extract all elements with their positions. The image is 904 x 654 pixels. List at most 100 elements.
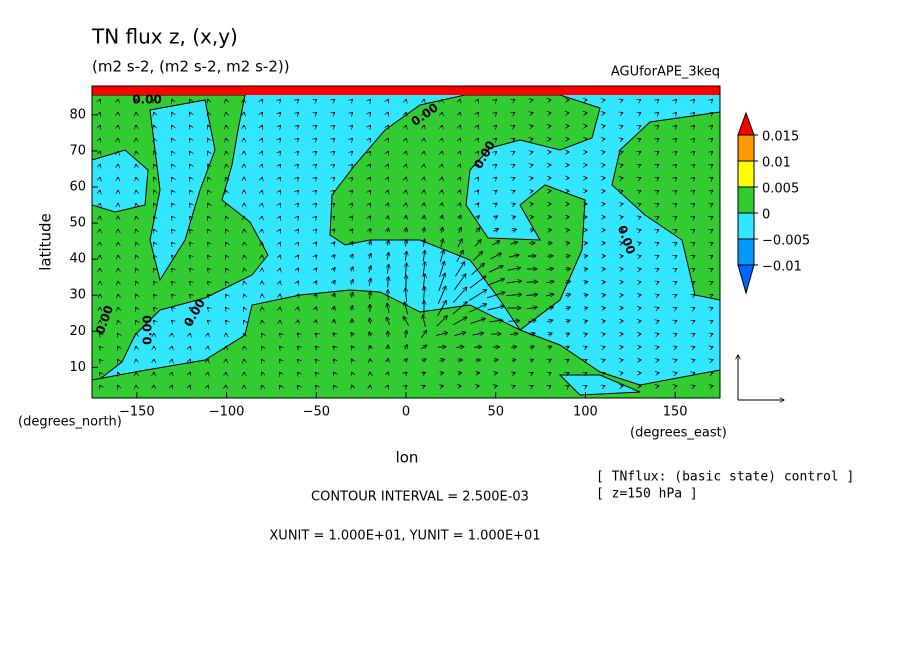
vector	[526, 282, 537, 283]
vector	[547, 320, 553, 322]
vector	[405, 330, 406, 338]
vector	[711, 151, 712, 152]
vector	[487, 306, 505, 311]
vector	[507, 268, 521, 270]
vector	[262, 164, 263, 166]
vector	[639, 204, 641, 205]
vector	[621, 152, 623, 153]
vector	[711, 112, 712, 113]
vector	[333, 346, 335, 348]
vector	[531, 385, 533, 386]
vector	[693, 138, 694, 139]
vector	[333, 306, 334, 309]
vector	[441, 386, 443, 387]
vector	[154, 203, 155, 204]
vector	[388, 99, 389, 100]
vector	[369, 112, 370, 113]
vector	[546, 268, 554, 269]
vector	[639, 100, 641, 101]
vector	[351, 279, 353, 285]
y-tick-label: 30	[69, 288, 86, 303]
vector	[585, 373, 587, 374]
vector	[693, 99, 694, 100]
vector	[423, 250, 425, 262]
vector	[657, 295, 659, 296]
dataset-label: AGUforAPE_3keq	[611, 65, 720, 80]
vector	[136, 242, 137, 244]
y-tick-label: 50	[69, 216, 86, 231]
vector	[208, 164, 209, 165]
vector	[387, 228, 388, 232]
vector	[334, 385, 335, 386]
vector	[693, 203, 694, 204]
colorbar-box	[737, 212, 755, 240]
vector	[189, 307, 190, 308]
vector	[208, 385, 209, 387]
vector	[508, 321, 519, 322]
vector	[549, 359, 551, 360]
vector	[567, 346, 569, 347]
vector	[453, 274, 466, 291]
vector	[172, 190, 173, 191]
vector	[100, 151, 101, 153]
vector	[189, 281, 190, 282]
colorbar-box	[737, 134, 755, 162]
vector	[442, 203, 443, 205]
vector	[675, 243, 677, 244]
vector	[584, 307, 587, 308]
vector	[675, 321, 677, 322]
vector	[315, 359, 316, 360]
colorbar-label: −0.005	[762, 234, 810, 249]
vector	[190, 164, 191, 165]
vector	[315, 164, 316, 165]
vector	[189, 242, 190, 243]
vector	[711, 256, 713, 257]
vector	[136, 320, 137, 321]
vector	[99, 359, 100, 360]
vector	[693, 242, 695, 243]
vector	[405, 240, 406, 247]
vector	[333, 267, 335, 270]
vector	[693, 295, 695, 296]
vector	[657, 334, 659, 335]
vector	[297, 190, 298, 191]
x-tick-label: 50	[487, 405, 504, 420]
vector	[297, 372, 298, 373]
vector	[153, 281, 154, 282]
vector	[675, 99, 676, 100]
vector	[405, 251, 406, 261]
vector	[333, 99, 334, 100]
vector	[478, 125, 479, 126]
vector	[171, 216, 172, 217]
vector	[477, 216, 479, 219]
vector	[639, 139, 641, 140]
vector	[189, 229, 190, 230]
vector	[100, 125, 101, 127]
colorbar-box	[737, 186, 755, 214]
vector	[208, 203, 209, 204]
vector	[171, 294, 172, 295]
vector	[208, 125, 209, 127]
vector	[279, 151, 280, 152]
note: [ z=150 hPa ]	[596, 487, 698, 502]
vector	[153, 307, 154, 308]
vector	[387, 303, 389, 313]
vector	[262, 333, 263, 334]
vector	[621, 178, 623, 179]
vector	[388, 216, 389, 219]
vector	[315, 216, 316, 217]
vector	[495, 190, 497, 191]
vector	[388, 277, 389, 288]
vector	[711, 177, 712, 178]
vector	[172, 203, 173, 204]
vector	[405, 345, 407, 350]
vector	[315, 203, 316, 204]
vector	[226, 229, 227, 231]
vector	[405, 263, 406, 276]
vector	[370, 345, 371, 348]
reference-vector	[738, 355, 784, 400]
vector	[527, 320, 536, 322]
vector	[639, 178, 641, 179]
vector	[675, 282, 677, 283]
vector	[333, 138, 334, 139]
